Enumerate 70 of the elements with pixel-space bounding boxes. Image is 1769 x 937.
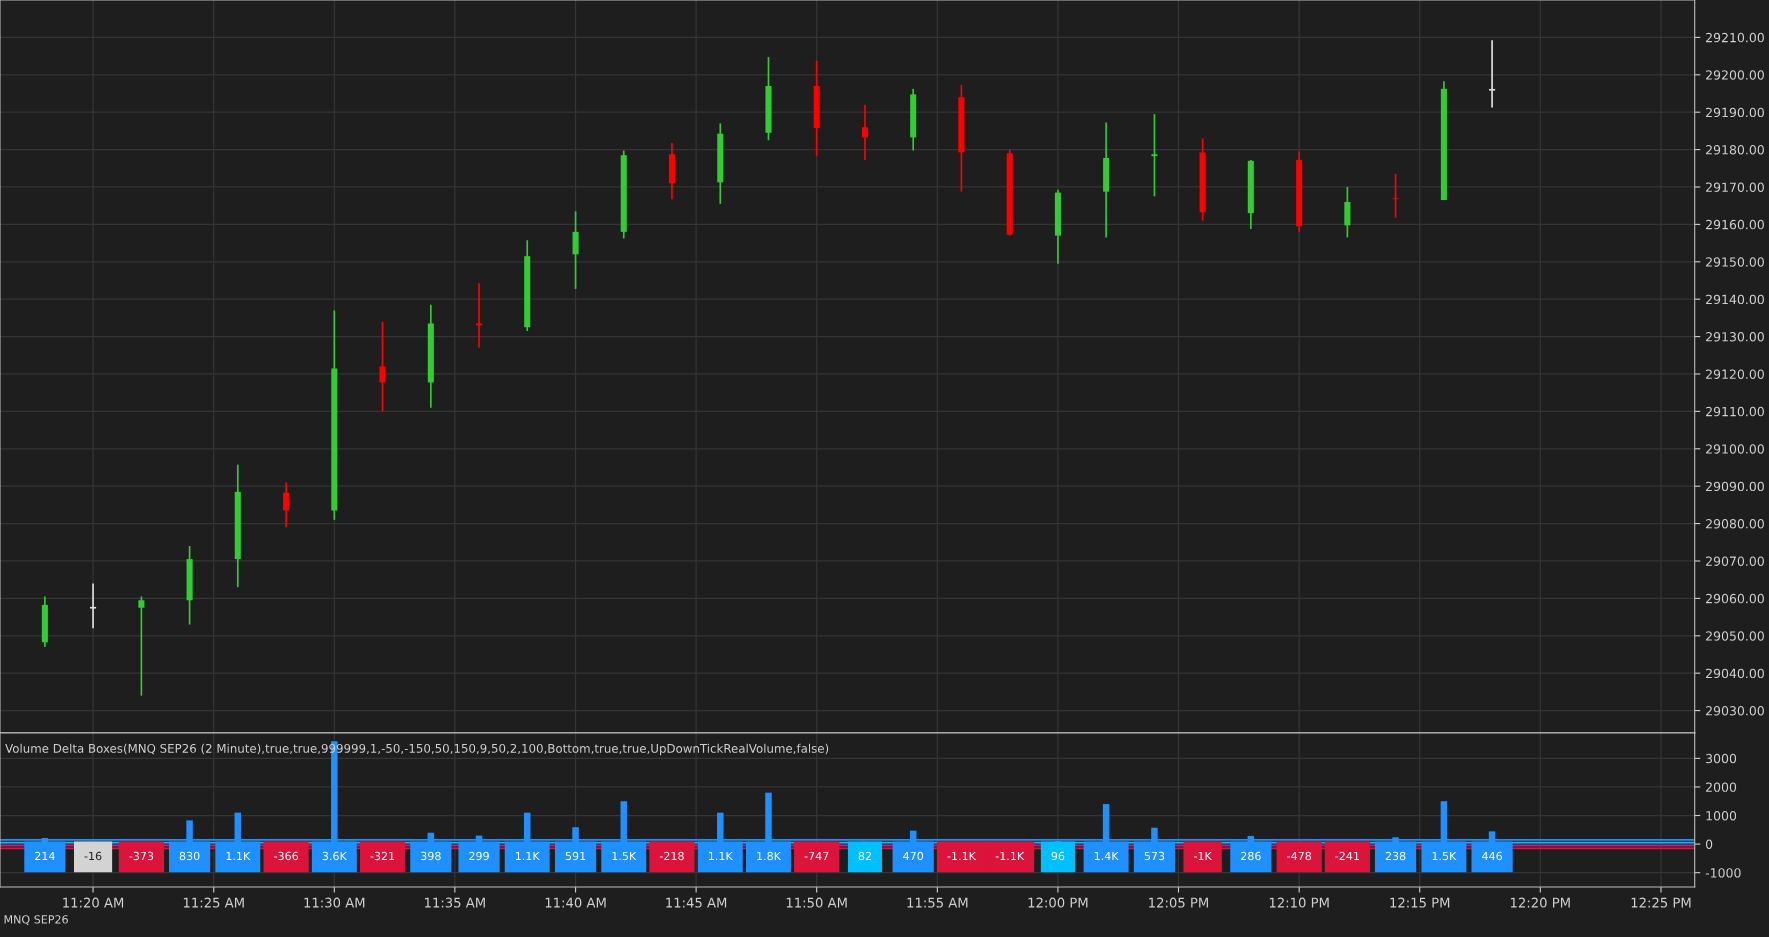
y-tick-label: 29150.00 [1706, 257, 1764, 267]
y-tick-label: 1000 [1706, 810, 1737, 821]
data-label: 830 [179, 851, 200, 861]
y-tick-label: 2000 [1706, 782, 1737, 792]
y-tick-label: 29210.00 [1706, 32, 1764, 43]
text: -218 [659, 851, 684, 861]
data-label: 299 [469, 851, 489, 861]
x-tick-label: 11:25 AM [183, 897, 244, 908]
y-tick-label: 29050.00 [1706, 631, 1764, 641]
data-label: 1.1K [515, 851, 540, 861]
y-tick-label: -1000 [1705, 868, 1741, 878]
y-tick-label: 29090.00 [1706, 481, 1764, 492]
x-tick-label: 12:15 PM [1390, 897, 1450, 908]
data-label: 1.1K [226, 851, 251, 861]
y-tick-label: 29080.00 [1706, 519, 1764, 529]
data-label: 591 [565, 851, 586, 861]
data-label: 286 [1241, 851, 1261, 861]
y-tick-label: 29100.00 [1706, 444, 1764, 454]
y-tick-label: 29170.00 [1706, 182, 1764, 192]
text: -241 [1335, 851, 1359, 861]
y-tick-label: 29060.00 [1706, 593, 1764, 604]
data-label: 1.1K [709, 851, 733, 861]
text: -16 [84, 851, 102, 861]
y-tick-label: 29200.00 [1706, 70, 1764, 80]
y-tick-label: 29110.00 [1706, 406, 1764, 417]
data-label: 1.5K [1432, 851, 1457, 861]
x-tick-label: 11:50 AM [786, 897, 847, 908]
data-label: 1.4K [1094, 851, 1119, 861]
text: MNQ SEP26 [4, 915, 68, 925]
y-tick-label: 29160.00 [1706, 219, 1764, 230]
text: -366 [274, 851, 299, 861]
x-tick-label: 11:55 AM [907, 897, 968, 908]
y-tick-label: 29040.00 [1706, 668, 1764, 679]
data-label: 238 [1385, 851, 1406, 861]
data-label: 446 [1482, 851, 1502, 861]
data-label: 214 [35, 851, 55, 861]
x-tick-label: 11:45 AM [666, 897, 727, 908]
y-tick-label: 29120.00 [1706, 369, 1764, 379]
data-label: 398 [421, 851, 441, 861]
data-label: 1.5K [612, 851, 637, 861]
x-tick-label: 11:40 AM [545, 897, 606, 908]
y-tick-label: 0 [1705, 839, 1713, 850]
x-tick-label: 11:35 AM [425, 897, 485, 908]
data-label: 82 [858, 851, 871, 861]
y-tick-label: 3000 [1706, 753, 1737, 764]
x-tick-label: 12:10 PM [1269, 897, 1329, 908]
text: -1.1K [995, 851, 1025, 861]
x-tick-label: 12:25 PM [1631, 897, 1691, 908]
text: -747 [804, 851, 829, 861]
text: -1K [1194, 851, 1213, 861]
y-tick-label: 29030.00 [1706, 706, 1764, 716]
data-label: 96 [1051, 851, 1065, 861]
y-tick-label: 29180.00 [1706, 145, 1764, 155]
x-tick-label: 11:20 AM [63, 897, 124, 908]
data-label: 3.6K [322, 851, 348, 861]
x-tick-label: 11:30 AM [304, 897, 365, 908]
y-tick-label: 29140.00 [1706, 294, 1764, 305]
x-tick-label: 12:20 PM [1510, 897, 1570, 908]
y-tick-label: 29070.00 [1706, 556, 1764, 566]
y-tick-label: 29130.00 [1706, 332, 1764, 342]
data-label: 470 [903, 851, 924, 861]
x-tick-label: 12:00 PM [1028, 897, 1088, 908]
text: -478 [1287, 851, 1312, 861]
text: -373 [129, 851, 154, 861]
text: -321 [370, 851, 395, 861]
data-label: 1.8K [757, 851, 782, 861]
y-tick-label: 29190.00 [1706, 107, 1764, 118]
x-tick-label: 12:05 PM [1149, 897, 1208, 908]
data-label: 573 [1144, 851, 1165, 861]
text: -1.1K [947, 851, 977, 861]
